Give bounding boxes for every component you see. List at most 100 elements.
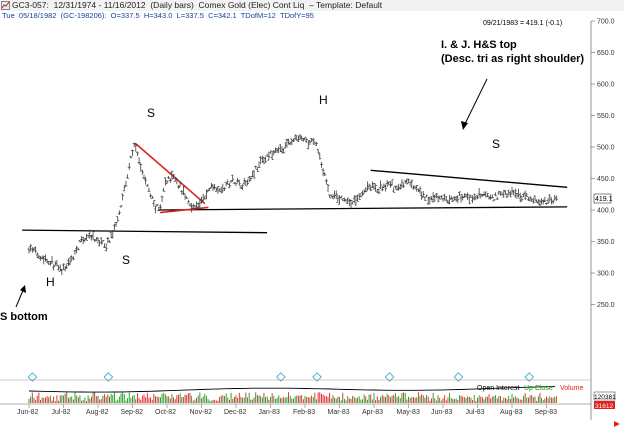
price-bar <box>172 174 176 179</box>
x-tick-label: Jul-83 <box>466 409 485 416</box>
price-bar <box>108 240 111 243</box>
price-bar <box>267 151 271 161</box>
info-close: C=342.1 <box>208 11 237 20</box>
info-high: H=343.0 <box>143 11 173 20</box>
rollover-marker-icon <box>453 372 464 382</box>
price-bar <box>144 176 148 185</box>
price-bar <box>392 187 396 193</box>
hs-top-arrowhead <box>461 121 468 130</box>
price-bar <box>167 175 171 179</box>
price-bar <box>423 196 427 202</box>
price-bar <box>319 161 323 168</box>
price-bar <box>523 190 527 201</box>
label-bottom-right-shoulder-s: S <box>122 253 130 267</box>
template-name: – Template: Default <box>309 0 383 10</box>
price-bar <box>175 177 179 185</box>
x-tick-label: Aug-83 <box>500 409 523 416</box>
price-bar <box>147 187 151 192</box>
symbol-code: GC3-057: <box>12 0 49 10</box>
price-bar <box>484 191 488 198</box>
legend-up-close: Up Close <box>524 385 553 392</box>
price-bar <box>315 141 318 146</box>
label-s-bottom: S bottom <box>0 311 48 323</box>
price-bar <box>311 138 315 145</box>
volume-box <box>594 401 615 409</box>
price-bar <box>29 243 33 252</box>
price-bar <box>241 184 245 191</box>
price-bar <box>485 193 489 198</box>
price-bar <box>293 134 297 140</box>
s-bottom-arrowhead <box>20 285 26 293</box>
price-bar <box>410 179 414 188</box>
price-bar <box>346 197 350 204</box>
price-bar <box>223 187 226 191</box>
price-bar <box>135 151 139 156</box>
volume-value: 31612 <box>595 403 613 410</box>
price-bar <box>152 199 156 207</box>
x-tick-label: Jul-82 <box>52 409 71 416</box>
scroll-right-arrow-icon[interactable] <box>614 421 620 427</box>
price-bar <box>323 172 327 177</box>
price-bar <box>269 150 272 154</box>
price-bar <box>384 184 387 192</box>
x-tick-label: Dec-82 <box>224 409 247 416</box>
info-open: O=337.5 <box>110 11 140 20</box>
price-bar <box>254 165 258 169</box>
rollover-marker-icon <box>384 372 395 382</box>
price-bar <box>114 221 118 227</box>
rollover-marker-icon <box>103 372 114 382</box>
last-price-box <box>593 193 612 204</box>
price-bar <box>390 179 394 186</box>
rollover-marker-icon <box>312 372 322 382</box>
price-bar <box>106 236 110 244</box>
price-bar <box>52 264 56 271</box>
price-bar <box>411 185 415 190</box>
price-bar <box>264 156 268 163</box>
marker-diamond <box>276 372 286 382</box>
price-bar <box>359 193 363 198</box>
price-bar <box>76 247 80 251</box>
price-bar <box>131 149 134 157</box>
price-bar <box>318 153 322 160</box>
price-bar <box>234 182 238 187</box>
marker-diamond <box>312 372 322 382</box>
price-bar <box>249 176 253 181</box>
price-bar <box>68 257 72 266</box>
price-bar <box>365 181 369 191</box>
price-bar <box>122 185 126 192</box>
price-bar <box>459 193 463 203</box>
price-bar <box>339 195 343 199</box>
price-bar <box>165 180 169 185</box>
price-bar <box>554 195 558 201</box>
price-bar <box>421 191 425 198</box>
price-bar <box>420 191 424 200</box>
price-bar <box>520 195 524 202</box>
price-bar <box>231 174 235 182</box>
label-left-shoulder-s: S <box>147 106 155 120</box>
price-bar <box>334 190 338 200</box>
price-bar <box>361 190 364 196</box>
price-bar <box>303 136 307 141</box>
price-bar <box>538 199 542 206</box>
x-tick-label: Jun-82 <box>17 409 39 416</box>
y-tick-label: 400.0 <box>597 208 615 215</box>
price-bar <box>219 186 223 194</box>
price-bar <box>99 237 103 245</box>
price-bar <box>140 169 144 175</box>
price-bar <box>35 252 39 258</box>
price-bar <box>324 178 328 185</box>
price-bar <box>438 195 442 200</box>
price-bar <box>168 178 172 183</box>
hs-top-label: I. & J. H&S top <box>441 39 517 51</box>
price-bar <box>379 180 383 190</box>
price-bar <box>227 182 231 189</box>
price-bar <box>467 195 471 205</box>
price-bar <box>374 184 378 192</box>
price-bar <box>246 179 249 186</box>
y-tick-label: 650.0 <box>597 50 615 57</box>
price-bar <box>357 193 361 200</box>
price-bar <box>508 190 512 198</box>
price-bar <box>326 184 330 193</box>
